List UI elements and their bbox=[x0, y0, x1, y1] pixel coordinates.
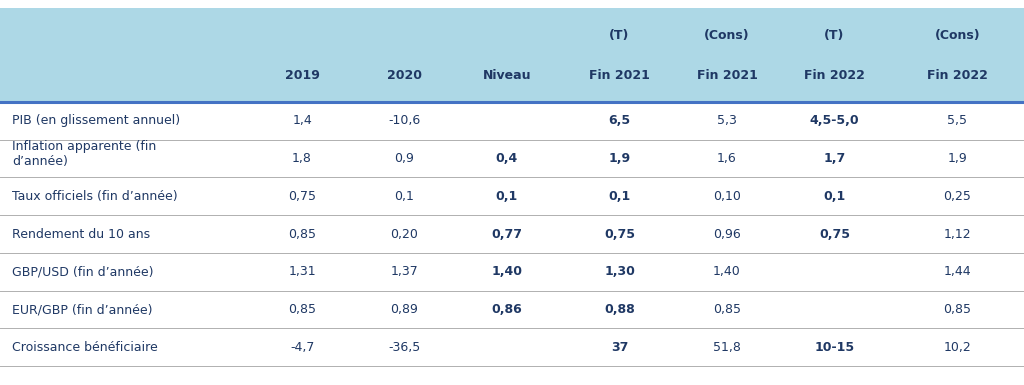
Text: 10-15: 10-15 bbox=[814, 341, 855, 354]
Text: 0,88: 0,88 bbox=[604, 303, 635, 316]
Text: Inflation apparente (fin
d’année): Inflation apparente (fin d’année) bbox=[12, 140, 157, 168]
Text: 2020: 2020 bbox=[387, 69, 422, 82]
Text: -36,5: -36,5 bbox=[388, 341, 421, 354]
Text: Fin 2021: Fin 2021 bbox=[696, 69, 758, 82]
Text: -10,6: -10,6 bbox=[388, 114, 421, 127]
Text: -4,7: -4,7 bbox=[290, 341, 314, 354]
Text: 1,9: 1,9 bbox=[947, 152, 968, 165]
Text: Fin 2021: Fin 2021 bbox=[589, 69, 650, 82]
Text: 5,5: 5,5 bbox=[947, 114, 968, 127]
Text: 5,3: 5,3 bbox=[717, 114, 737, 127]
Text: 0,85: 0,85 bbox=[943, 303, 972, 316]
Text: 0,10: 0,10 bbox=[713, 190, 741, 203]
Text: Taux officiels (fin d’année): Taux officiels (fin d’année) bbox=[12, 190, 178, 203]
Text: 0,75: 0,75 bbox=[288, 190, 316, 203]
Text: Fin 2022: Fin 2022 bbox=[804, 69, 865, 82]
Text: GBP/USD (fin d’année): GBP/USD (fin d’année) bbox=[12, 265, 154, 278]
Text: 0,86: 0,86 bbox=[492, 303, 522, 316]
Text: 1,44: 1,44 bbox=[944, 265, 971, 278]
Text: Fin 2022: Fin 2022 bbox=[927, 69, 988, 82]
Text: (Cons): (Cons) bbox=[935, 30, 980, 42]
Text: 1,7: 1,7 bbox=[823, 152, 846, 165]
Text: Niveau: Niveau bbox=[482, 69, 531, 82]
Text: 0,20: 0,20 bbox=[390, 228, 419, 241]
Text: 0,96: 0,96 bbox=[713, 228, 741, 241]
Text: EUR/GBP (fin d’année): EUR/GBP (fin d’année) bbox=[12, 303, 153, 316]
Text: 0,85: 0,85 bbox=[713, 303, 741, 316]
Text: 0,75: 0,75 bbox=[604, 228, 635, 241]
Text: 1,30: 1,30 bbox=[604, 265, 635, 278]
Text: 1,4: 1,4 bbox=[292, 114, 312, 127]
Text: 1,6: 1,6 bbox=[717, 152, 737, 165]
Text: 0,89: 0,89 bbox=[390, 303, 419, 316]
Text: 0,25: 0,25 bbox=[943, 190, 972, 203]
Text: 1,40: 1,40 bbox=[492, 265, 522, 278]
Text: 2019: 2019 bbox=[285, 69, 319, 82]
Text: 0,9: 0,9 bbox=[394, 152, 415, 165]
Text: 0,4: 0,4 bbox=[496, 152, 518, 165]
Text: 1,9: 1,9 bbox=[608, 152, 631, 165]
Text: 10,2: 10,2 bbox=[943, 341, 972, 354]
Text: 4,5-5,0: 4,5-5,0 bbox=[810, 114, 859, 127]
Text: 0,85: 0,85 bbox=[288, 303, 316, 316]
Text: 1,31: 1,31 bbox=[289, 265, 315, 278]
Text: 0,1: 0,1 bbox=[823, 190, 846, 203]
Text: Croissance bénéficiaire: Croissance bénéficiaire bbox=[12, 341, 158, 354]
Text: (T): (T) bbox=[824, 30, 845, 42]
Text: (Cons): (Cons) bbox=[705, 30, 750, 42]
Text: 6,5: 6,5 bbox=[608, 114, 631, 127]
Text: 1,37: 1,37 bbox=[390, 265, 419, 278]
Text: 51,8: 51,8 bbox=[713, 341, 741, 354]
Text: 0,1: 0,1 bbox=[394, 190, 415, 203]
Text: 1,12: 1,12 bbox=[944, 228, 971, 241]
Text: 1,8: 1,8 bbox=[292, 152, 312, 165]
Text: (T): (T) bbox=[609, 30, 630, 42]
Text: 0,77: 0,77 bbox=[492, 228, 522, 241]
Text: 0,1: 0,1 bbox=[608, 190, 631, 203]
Text: 0,75: 0,75 bbox=[819, 228, 850, 241]
Text: 0,85: 0,85 bbox=[288, 228, 316, 241]
Text: Rendement du 10 ans: Rendement du 10 ans bbox=[12, 228, 151, 241]
Text: 1,40: 1,40 bbox=[713, 265, 741, 278]
Text: PIB (en glissement annuel): PIB (en glissement annuel) bbox=[12, 114, 180, 127]
Text: 37: 37 bbox=[611, 341, 628, 354]
Text: 0,1: 0,1 bbox=[496, 190, 518, 203]
Bar bbox=[0, 8, 1024, 102]
